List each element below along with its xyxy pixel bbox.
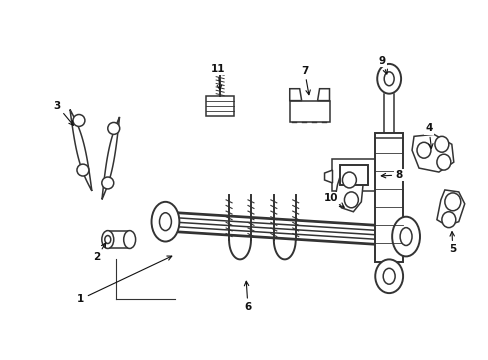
Ellipse shape — [73, 114, 85, 126]
Ellipse shape — [416, 142, 430, 158]
Ellipse shape — [434, 136, 448, 152]
Text: 8: 8 — [381, 170, 402, 180]
Text: 11: 11 — [210, 64, 225, 90]
Ellipse shape — [441, 212, 455, 228]
Ellipse shape — [383, 268, 394, 284]
Polygon shape — [70, 109, 92, 191]
Ellipse shape — [107, 122, 120, 134]
Text: 9: 9 — [378, 56, 386, 74]
Text: 6: 6 — [244, 281, 251, 312]
Ellipse shape — [391, 217, 419, 256]
Bar — [340, 165, 367, 185]
Text: 7: 7 — [300, 66, 310, 95]
Polygon shape — [289, 89, 301, 100]
Bar — [206, 96, 234, 116]
Ellipse shape — [151, 202, 179, 242]
Ellipse shape — [102, 231, 114, 248]
Ellipse shape — [436, 154, 450, 170]
Ellipse shape — [384, 72, 393, 86]
Ellipse shape — [374, 260, 402, 293]
Ellipse shape — [444, 193, 460, 211]
Bar — [332, 159, 375, 191]
Polygon shape — [335, 170, 363, 212]
Polygon shape — [102, 117, 119, 199]
Text: 5: 5 — [448, 231, 455, 255]
Polygon shape — [317, 89, 329, 100]
Ellipse shape — [159, 213, 171, 231]
Polygon shape — [436, 190, 464, 226]
Ellipse shape — [344, 192, 358, 208]
Ellipse shape — [77, 164, 89, 176]
Bar — [289, 100, 329, 122]
Ellipse shape — [123, 231, 135, 248]
Text: 4: 4 — [425, 123, 432, 148]
Text: 2: 2 — [93, 243, 105, 262]
Ellipse shape — [342, 172, 356, 188]
Text: 1: 1 — [77, 256, 171, 304]
Polygon shape — [411, 134, 453, 172]
Text: 3: 3 — [53, 100, 73, 125]
Bar — [107, 231, 129, 248]
Ellipse shape — [104, 235, 111, 243]
Text: 10: 10 — [324, 193, 344, 207]
Ellipse shape — [376, 64, 400, 94]
Polygon shape — [324, 170, 332, 183]
Ellipse shape — [102, 177, 114, 189]
Polygon shape — [374, 133, 402, 262]
Ellipse shape — [399, 228, 411, 246]
